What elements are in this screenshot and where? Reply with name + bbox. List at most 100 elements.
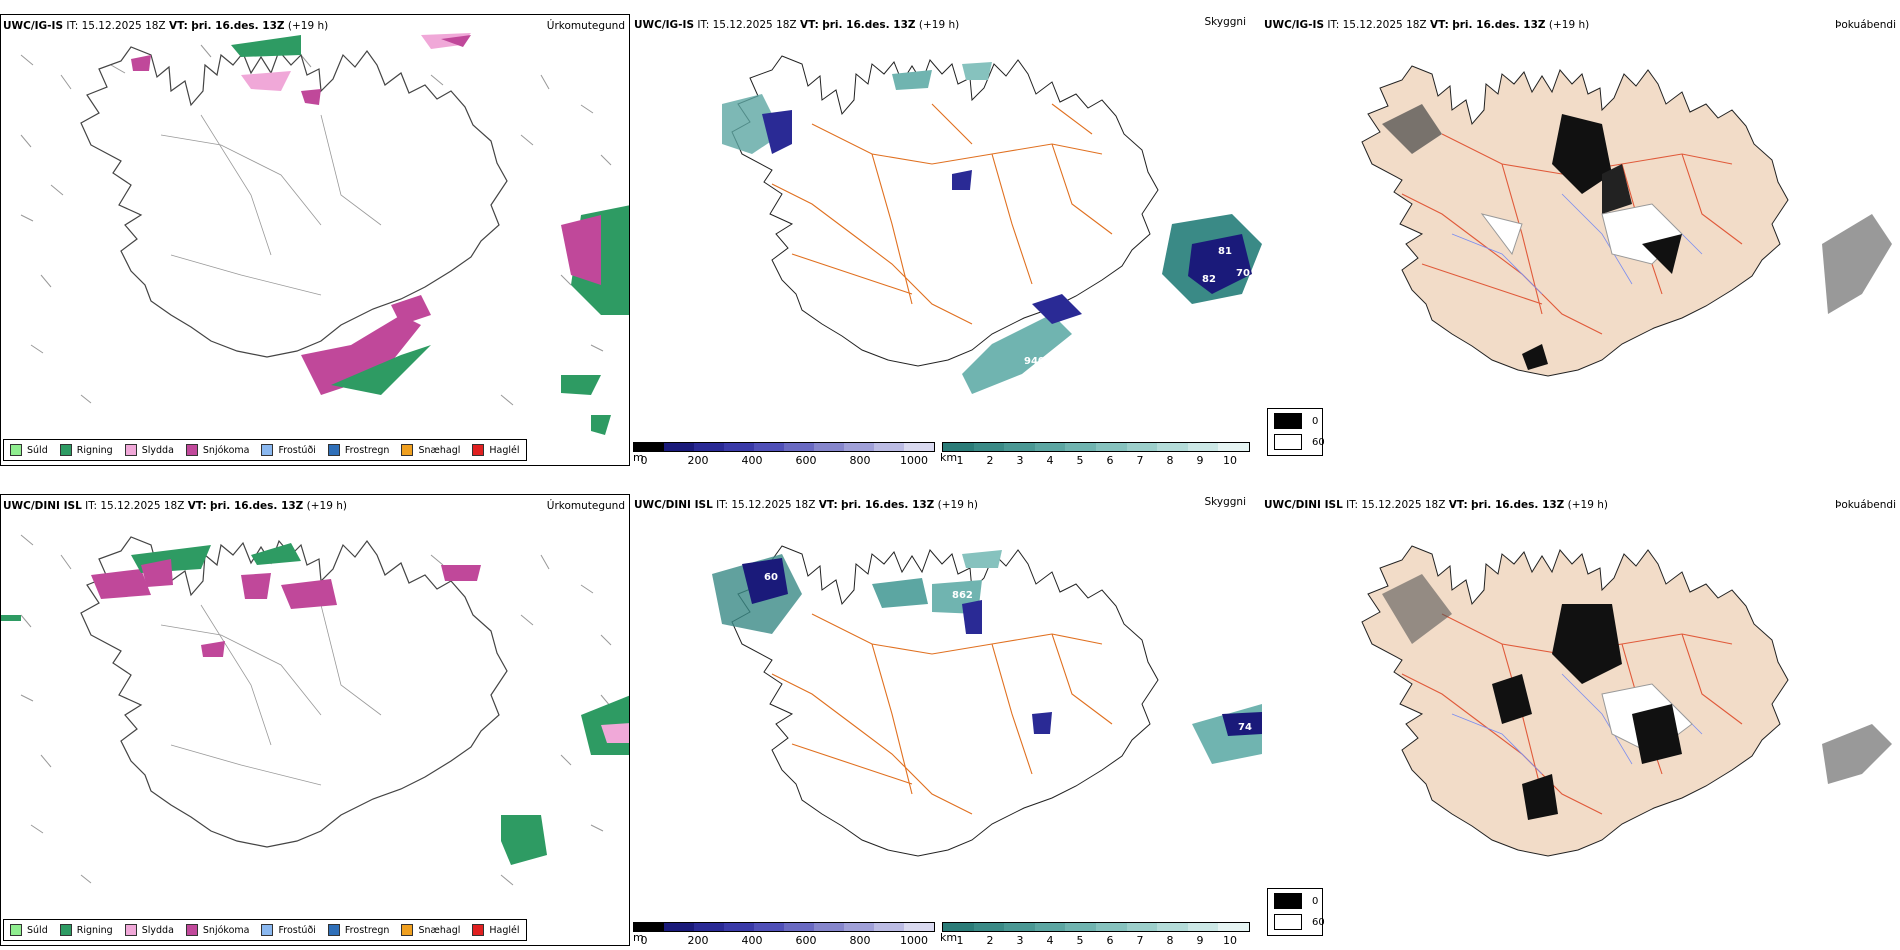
- legend-item: Rigning: [59, 444, 113, 456]
- colorbar-tick: 2: [986, 454, 994, 466]
- cloud-panel-row2: UWC/DINI ISL IT: 15.12.2025 18Z VT: þri.…: [632, 494, 1272, 946]
- legend-label: Haglél: [489, 444, 520, 456]
- model-name: UWC/IG-IS: [3, 20, 64, 32]
- legend-label: Frostúði: [278, 444, 316, 456]
- legend-item: Frostregn: [327, 444, 389, 456]
- cloud-map: 60 862 74: [712, 545, 1262, 857]
- colorbar-segment: [1218, 923, 1249, 931]
- panel-title: Skyggni: [1204, 496, 1247, 508]
- colorbar-tick: 3: [1016, 934, 1024, 946]
- colorbar-segment: [943, 443, 974, 451]
- colorbar-segment: [724, 923, 754, 931]
- colorbar-segment: [634, 923, 664, 931]
- map-label: 940: [1024, 356, 1045, 367]
- legend-swatch: [261, 444, 274, 456]
- vis-unit: km: [940, 931, 958, 944]
- fog-label-0: 0: [1312, 895, 1319, 907]
- precip-type-map: [20, 33, 629, 435]
- colorbar-tick: 4: [1046, 454, 1054, 466]
- colorbar-segment: [724, 443, 754, 451]
- precip-type-legend: Súld Rigning Slydda Snjókoma Frostúði Frostre…: [3, 919, 527, 941]
- legend-swatch: [401, 924, 414, 936]
- fog-label-60: 60: [1312, 436, 1325, 448]
- legend-item: Súld: [10, 444, 48, 456]
- map-label: 82: [1202, 274, 1216, 285]
- legend-label: Snjókoma: [202, 924, 250, 936]
- legend-label: Slydda: [141, 924, 174, 936]
- vt-value: þri. 16.des. 13Z: [1452, 19, 1546, 31]
- panel-header: UWC/IG-IS IT: 15.12.2025 18Z VT: þri. 16…: [3, 20, 328, 32]
- colorbar-tick: 1000: [900, 934, 928, 946]
- vis-unit: km: [940, 451, 958, 464]
- panel-header: UWC/DINI ISL IT: 15.12.2025 18Z VT: þri.…: [3, 500, 347, 512]
- panel-header: UWC/DINI ISL IT: 15.12.2025 18Z VT: þri.…: [634, 499, 978, 511]
- colorbar-segment: [784, 443, 814, 451]
- vis-colorbar: [942, 442, 1250, 452]
- vt-label: VT:: [168, 20, 188, 32]
- colorbar-segment: [664, 923, 694, 931]
- precip-areas: [131, 33, 629, 435]
- colorbar-tick: 800: [849, 934, 871, 946]
- it-label: IT:: [66, 20, 79, 32]
- colorbar-segment: [1157, 923, 1188, 931]
- vt-label: VT:: [1429, 19, 1449, 31]
- colorbar-tick: 7: [1136, 934, 1144, 946]
- lead-time: (+19 h): [306, 500, 347, 512]
- legend-swatch: [10, 924, 22, 936]
- vt-value: þri. 16.des. 13Z: [191, 20, 285, 32]
- it-value: 15.12.2025 18Z: [1342, 19, 1427, 31]
- vt-label: VT:: [1448, 499, 1468, 511]
- fog-legend: 0 60: [1267, 888, 1325, 936]
- legend-swatch: [59, 444, 72, 456]
- it-value: 15.12.2025 18Z: [731, 499, 816, 511]
- colorbar-tick: 1: [956, 454, 964, 466]
- fog-label-60: 60: [1312, 916, 1325, 928]
- colorbar-segment: [634, 443, 664, 451]
- height-colorbar: [633, 442, 935, 452]
- legend-swatch: [185, 924, 198, 936]
- colorbar-segment: [1126, 443, 1158, 451]
- legend-label: Frostregn: [344, 924, 390, 936]
- panel-title: Skyggni: [1204, 16, 1247, 28]
- legend-label: Rigning: [76, 444, 113, 456]
- legend-swatch: [401, 444, 414, 456]
- colorbar-tick: 6: [1106, 454, 1114, 466]
- it-label: IT:: [716, 499, 729, 511]
- model-name: UWC/DINI ISL: [3, 500, 82, 512]
- vt-label: VT:: [187, 500, 207, 512]
- colorbar-segment: [1034, 443, 1066, 451]
- height-colorbar: [633, 922, 935, 932]
- colorbar-tick: 10: [1223, 934, 1237, 946]
- fog-map: [1361, 65, 1892, 377]
- height-unit: m: [633, 451, 644, 464]
- legend-label: Rigning: [76, 924, 113, 936]
- lead-time: (+19 h): [1548, 19, 1590, 31]
- lead-time: (+19 h): [918, 19, 960, 31]
- legend-item: Snjókoma: [185, 444, 249, 456]
- it-value: 15.12.2025 18Z: [712, 19, 797, 31]
- legend-label: Súld: [27, 444, 48, 456]
- legend-item: Rigning: [59, 924, 113, 936]
- legend-item: Frostúði: [261, 444, 316, 456]
- colorbar-tick: 1: [956, 934, 964, 946]
- colorbar-segment: [973, 443, 1005, 451]
- fog-swatch-60: [1274, 434, 1302, 450]
- map-label: 60: [764, 572, 778, 583]
- legend-label: Snæhagl: [418, 924, 461, 936]
- colorbar-tick: 400: [741, 454, 763, 466]
- model-name: UWC/IG-IS: [1264, 19, 1325, 31]
- lead-time: (+19 h): [937, 499, 978, 511]
- colorbar-segment: [973, 923, 1005, 931]
- vt-label: VT:: [799, 19, 819, 31]
- legend-label: Slydda: [141, 444, 174, 456]
- vis-ticks: 1 2 3 4 5 6 7 8 9 10: [956, 454, 1238, 466]
- colorbar-tick: 9: [1196, 934, 1204, 946]
- colorbar-segment: [754, 923, 784, 931]
- colorbar-segment: [784, 923, 814, 931]
- vt-value: þri. 16.des. 13Z: [1471, 499, 1565, 511]
- colorbar-segment: [694, 443, 724, 451]
- precip-type-panel-row1: UWC/IG-IS IT: 15.12.2025 18Z VT: þri. 16…: [0, 14, 630, 466]
- panel-title: Úrkomutegund: [546, 500, 625, 512]
- colorbar-segment: [1187, 923, 1219, 931]
- colorbar-segment: [1065, 923, 1096, 931]
